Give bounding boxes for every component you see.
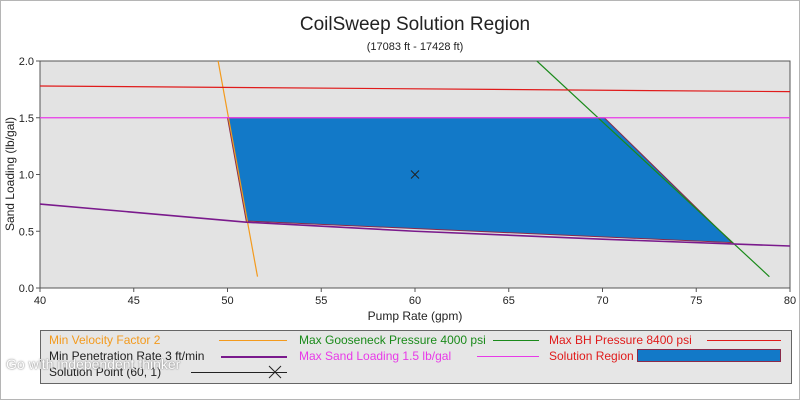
legend-swatch <box>219 340 287 341</box>
legend-item-min-penetration: Min Penetration Rate 3 ft/min <box>49 348 289 364</box>
y-tick-label: 0.5 <box>19 226 34 238</box>
legend-item-solution-region: Solution Region <box>549 348 787 364</box>
y-tick-label: 1.0 <box>19 170 34 182</box>
legend-item-max-gooseneck: Max Gooseneck Pressure 4000 psi <box>299 332 539 348</box>
chart-legend: Min Velocity Factor 2 Max Gooseneck Pres… <box>40 330 792 384</box>
legend-label: Min Velocity Factor 2 <box>49 333 161 347</box>
legend-swatch <box>477 356 539 357</box>
series-line-2 <box>40 85 790 93</box>
legend-swatch-box <box>637 349 781 362</box>
chart-title: CoilSweep Solution Region <box>299 14 531 35</box>
x-tick-label: 40 <box>34 295 46 307</box>
legend-label: Max Gooseneck Pressure 4000 psi <box>299 333 486 347</box>
legend-label: Max BH Pressure 8400 psi <box>549 333 692 347</box>
legend-swatch <box>191 372 287 373</box>
legend-cross-icon <box>268 365 282 379</box>
y-axis-label: Sand Loading (lb/gal) <box>3 117 17 231</box>
series-line-1 <box>536 61 770 278</box>
x-tick-label: 80 <box>784 295 796 307</box>
legend-label: Solution Region <box>549 349 634 363</box>
y-tick-label: 1.5 <box>19 113 34 125</box>
legend-label: Max Sand Loading 1.5 lb/gal <box>299 349 452 363</box>
x-tick-label: 65 <box>503 295 515 307</box>
solution-point-marker <box>410 170 420 179</box>
legend-item-solution-point: Solution Point (60, 1) <box>49 364 289 380</box>
series-line-3 <box>40 203 790 247</box>
y-tick-label: 0.0 <box>19 283 34 295</box>
legend-swatch <box>221 356 287 358</box>
chart-plot: 40 45 50 55 60 65 70 75 80 0.0 0.5 1.0 1.5 2.0 Pump R… <box>3 56 796 323</box>
x-tick-label: 55 <box>315 295 327 307</box>
y-tick-label: 2.0 <box>19 56 34 68</box>
legend-item-min-velocity: Min Velocity Factor 2 <box>49 332 289 348</box>
watermark-text: Go with independent thinker <box>6 356 181 372</box>
x-axis-label: Pump Rate (gpm) <box>368 309 463 323</box>
x-tick-label: 45 <box>128 295 140 307</box>
legend-item-max-bh-pressure: Max BH Pressure 8400 psi <box>549 332 787 348</box>
x-tick-label: 75 <box>690 295 702 307</box>
series-line-0 <box>217 61 259 277</box>
legend-label: Min Penetration Rate 3 ft/min <box>49 349 205 363</box>
x-tick-label: 50 <box>221 295 233 307</box>
legend-swatch <box>707 340 781 341</box>
legend-label: Solution Point (60, 1) <box>49 365 162 379</box>
x-tick-label: 70 <box>596 295 608 307</box>
legend-swatch <box>493 340 539 341</box>
chart-subtitle: (17083 ft - 17428 ft) <box>366 41 464 53</box>
x-tick-label: 60 <box>409 295 421 307</box>
legend-item-max-sand-loading: Max Sand Loading 1.5 lb/gal <box>299 348 539 364</box>
